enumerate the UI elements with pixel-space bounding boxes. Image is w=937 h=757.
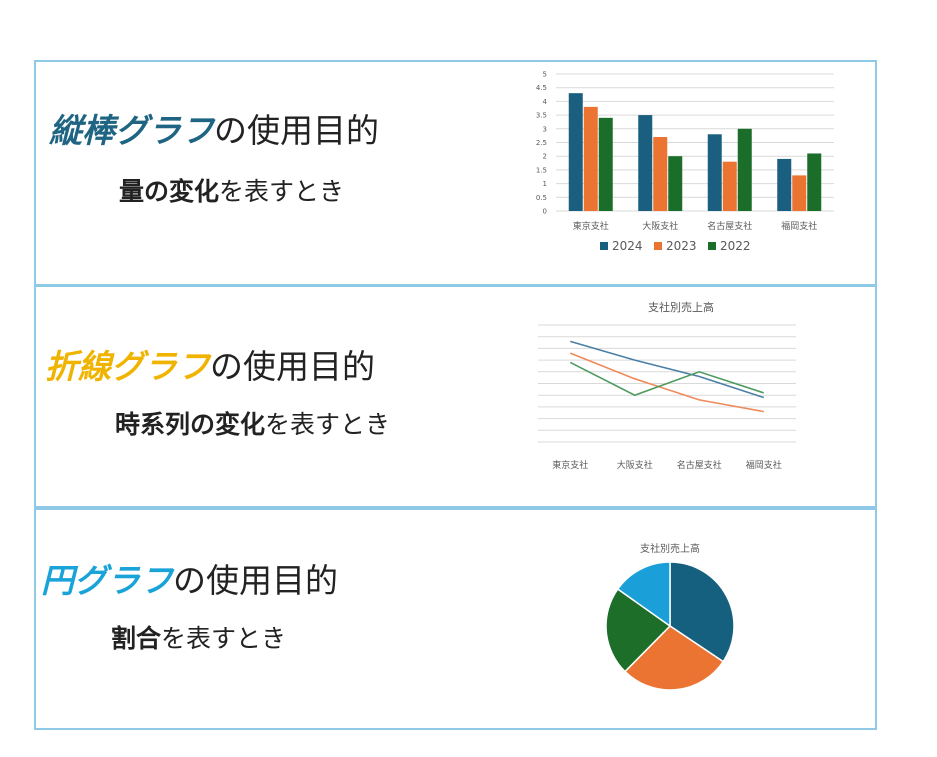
series-line: [569, 361, 764, 397]
y-tick-label: 3.5: [536, 112, 547, 120]
legend-swatch: [600, 242, 608, 250]
bar: [792, 175, 807, 211]
y-tick-label: 4.5: [536, 84, 547, 92]
bar: [568, 93, 583, 211]
pie-chart-panel: 円グラフの使用目的 割合を表すとき 支社別売上高: [34, 508, 877, 730]
bar: [737, 128, 752, 211]
panel-heading: 縦棒グラフの使用目的: [49, 104, 379, 152]
y-tick-label: 2.5: [536, 139, 547, 147]
bar: [598, 117, 613, 211]
panel-heading: 折線グラフの使用目的: [45, 340, 375, 388]
bar: [638, 115, 653, 211]
pie-slice: [669, 561, 735, 663]
x-tick-label: 名古屋支社: [677, 459, 722, 471]
panel-description: 量の変化を表すとき: [119, 172, 344, 208]
bar: [722, 161, 737, 211]
description-suffix: を表すとき: [219, 177, 345, 206]
panel-description: 時系列の変化を表すとき: [115, 405, 390, 441]
pie-slice: [623, 625, 725, 691]
heading-suffix: の使用目的: [214, 111, 379, 150]
x-tick-label: 福岡支社: [781, 220, 817, 232]
x-tick-label: 東京支社: [573, 220, 609, 232]
heading-keyword: 縦棒グラフ: [49, 111, 214, 150]
legend-label: 2023: [666, 239, 697, 253]
x-tick-label: 大阪支社: [642, 220, 678, 232]
bar: [707, 134, 722, 211]
panel-description: 割合を表すとき: [111, 619, 286, 655]
y-tick-label: 1.5: [536, 166, 547, 174]
bar: [583, 106, 598, 211]
x-tick-label: 福岡支社: [746, 459, 782, 471]
x-tick-label: 東京支社: [552, 459, 588, 471]
chart-title: 支社別売上高: [648, 300, 714, 314]
y-tick-label: 3: [543, 125, 547, 133]
pie-slice: [616, 561, 671, 628]
y-tick-label: 0: [543, 208, 547, 216]
y-tick-label: 5: [543, 71, 547, 79]
description-suffix: を表すとき: [265, 410, 391, 439]
y-tick-label: 4: [543, 98, 548, 106]
bar: [777, 158, 792, 211]
series-line: [570, 340, 764, 399]
bar: [807, 153, 822, 211]
heading-suffix: の使用目的: [210, 347, 375, 386]
description-keyword: 割合: [111, 624, 162, 653]
heading-keyword: 折線グラフ: [45, 347, 210, 386]
chart-title: 支社別売上高: [640, 542, 700, 555]
y-tick-label: 0.5: [536, 194, 547, 202]
legend-swatch: [654, 242, 662, 250]
legend-label: 2024: [612, 239, 643, 253]
bar: [653, 137, 668, 211]
series-line: [569, 352, 764, 413]
description-keyword: 時系列の変化: [115, 410, 266, 439]
legend-label: 2022: [720, 239, 751, 253]
panel-heading: 円グラフの使用目的: [41, 554, 338, 602]
heading-suffix: の使用目的: [173, 561, 338, 600]
y-tick-label: 2: [543, 153, 547, 161]
legend-swatch: [708, 242, 716, 250]
bar-chart-panel: 縦棒グラフの使用目的 量の変化を表すとき 0 0.5 1 1.5 2 2.5 3 3.5 4 4.…: [34, 60, 877, 286]
description-suffix: を表すとき: [161, 624, 287, 653]
description-keyword: 量の変化: [119, 177, 220, 206]
y-tick-label: 1: [543, 180, 547, 188]
x-tick-label: 名古屋支社: [707, 220, 752, 232]
pie-chart: 支社別売上高: [605, 542, 735, 691]
bar-chart: 0 0.5 1 1.5 2 2.5 3 3.5 4 4.5 5 東京支社 大阪支社 名古屋支社 福岡支社 20…: [536, 71, 834, 253]
heading-keyword: 円グラフ: [41, 561, 173, 600]
pie-slice: [605, 587, 672, 673]
bar: [668, 156, 683, 211]
line-chart-panel: 折線グラフの使用目的 時系列の変化を表すとき 支社別売上高東京支社 大阪支社 名古屋…: [34, 285, 877, 508]
x-tick-label: 大阪支社: [617, 459, 653, 471]
